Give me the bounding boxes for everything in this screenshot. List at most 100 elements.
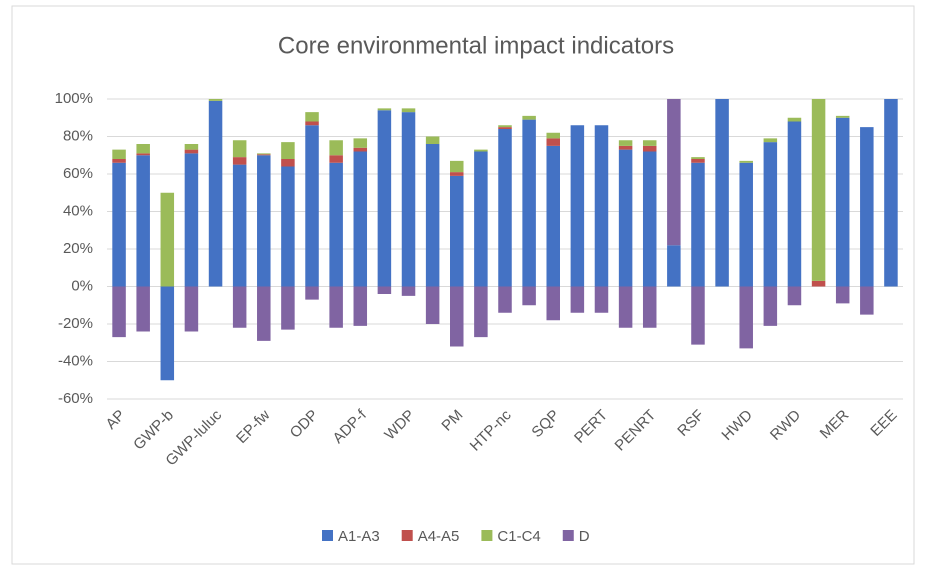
bar-segment [835,117,850,287]
bar-segment [425,144,440,287]
bar-segment [498,129,512,287]
bar-segment [498,127,512,129]
bar-segment [884,99,898,287]
bar-segment [353,147,368,152]
bar-segment [618,140,633,146]
bar-segment [498,125,512,128]
bar-segment [160,192,175,287]
bar-segment [353,138,368,148]
bar-segment [232,157,247,165]
bar-segment [450,175,464,287]
bar-segment [257,153,271,155]
bar-segment [401,112,416,287]
y-tick-label: 0% [71,277,93,294]
bar-segment [570,125,585,287]
bar-segment [739,286,753,349]
bar-segment [763,286,778,326]
bar-segment [329,155,343,163]
bar-segment [811,99,826,281]
bar-segment [377,110,392,287]
bar-segment [401,286,416,296]
bar-segment [642,151,657,287]
bar-segment [618,145,633,150]
bar-segment [329,286,343,328]
bar-segment [787,286,802,306]
bar-segment [691,157,705,159]
y-tick-label: 80% [63,127,93,144]
bar-segment [281,166,295,287]
bar-segment [860,127,874,287]
bar-segment [184,286,199,332]
bar-segment [281,159,295,167]
bar-segment [739,162,753,287]
bar-segment [184,144,199,150]
bar-segment [739,160,753,163]
bar-segment [281,286,295,330]
bar-segment [474,151,488,287]
bar-segment [305,112,319,122]
bar-segment [353,286,368,326]
bar-segment [835,115,850,118]
bar-segment [112,286,126,338]
bar-segment [618,286,633,328]
bar-segment [160,286,175,381]
bar-segment [787,117,802,122]
bar-segment [112,159,126,163]
bar-segment [522,115,536,120]
bar-segment [691,159,705,163]
bar-segment [184,153,199,287]
bar-segment [112,162,126,287]
bar-segment [450,172,464,176]
legend-swatch [322,530,333,541]
bar-segment [691,162,705,287]
bar-segment [642,145,657,152]
bar-segment [305,125,319,287]
bar-segment [763,142,778,287]
y-tick-label: -60% [58,390,93,407]
y-tick-label: 40% [63,202,93,219]
bar-segment [450,160,464,173]
bar-segment [257,286,271,341]
bar-segment [522,286,536,306]
bar-segment [329,140,343,156]
bar-segment [329,162,343,287]
bar-segment [811,280,826,287]
bar-segment [498,286,512,313]
bar-segment [642,286,657,328]
bar-segment [353,151,368,287]
bar-segment [522,119,536,287]
bar-segment [763,138,778,143]
bar-segment [112,149,126,159]
legend-swatch [401,530,413,541]
bar-segment [787,121,802,287]
bar-segment [257,155,271,287]
bar-segment [474,149,488,152]
bar-segment [450,286,464,347]
bar-segment [136,155,150,287]
legend-swatch [481,530,493,541]
legend-label: A1-A3 [338,528,380,545]
bar-segment [835,286,850,304]
bar-segment [546,138,560,146]
bar-segment [232,140,247,158]
bar-segment [546,286,560,321]
bar-segment [232,286,247,328]
bar-segment [305,286,319,300]
bar-segment [425,136,440,144]
bar-segment [401,108,416,113]
bar-segment [715,99,729,287]
bar-segment [860,286,874,315]
bar-segment [136,153,150,156]
bar-segment [594,286,609,313]
bar-segment [546,132,560,139]
bar-segment [281,142,295,159]
bar-segment [257,154,271,156]
y-tick-label: 20% [63,240,93,257]
bar-segment [691,286,705,345]
legend-label: D [579,528,590,545]
bar-segment [474,286,488,338]
bar-segment [570,286,585,313]
legend-swatch [562,530,574,541]
bar-segment [594,125,609,287]
